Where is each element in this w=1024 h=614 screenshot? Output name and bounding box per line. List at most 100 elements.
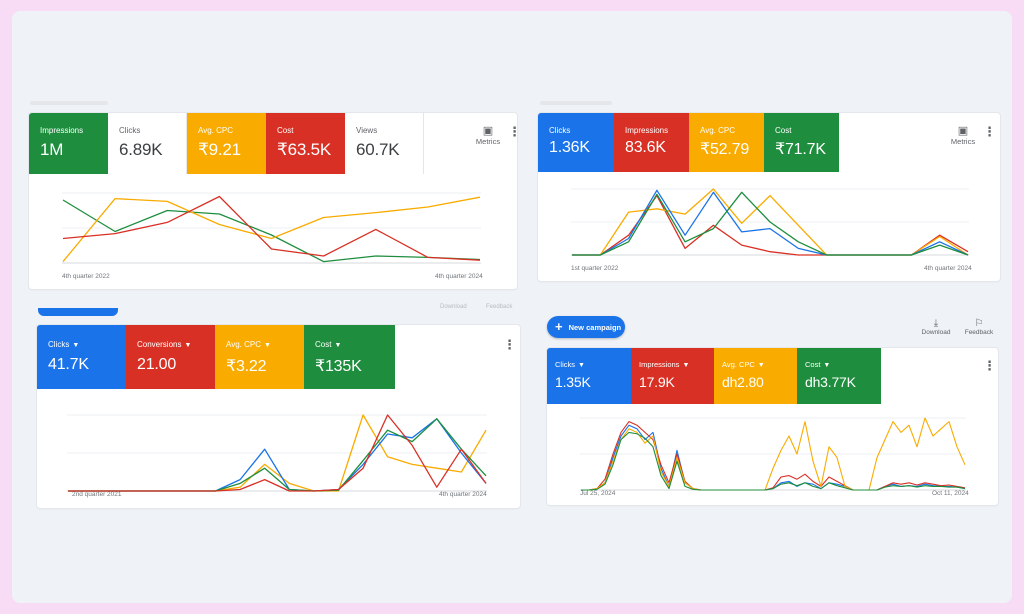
- metric-value: dh2.80: [722, 374, 764, 390]
- metric-tiles: Impressions 1M Clicks 6.89K Avg. CPC ₹9.…: [29, 113, 424, 174]
- card-top-right: Clicks 1.36K Impressions 83.6K Avg. CPC …: [538, 113, 1000, 281]
- x-axis-end-label: 4th quarter 2024: [435, 273, 483, 280]
- metric-tile-clicks[interactable]: Clicks ▼ 41.7K: [37, 325, 126, 389]
- feedback-label: Feedback: [964, 329, 994, 336]
- series-line-conversions: [68, 414, 487, 492]
- metric-tile-avg-cpc[interactable]: Avg. CPC ₹9.21: [187, 113, 266, 174]
- series-line-clicks: [68, 418, 487, 492]
- feedback-icon: ⚐: [974, 318, 984, 329]
- metric-value: 1M: [40, 140, 64, 159]
- metric-label: Avg. CPC ▼: [722, 360, 765, 369]
- dropdown-caret-icon: ▼: [263, 342, 271, 349]
- new-campaign-label: New campaign: [568, 322, 622, 332]
- series-line-cost: [581, 431, 966, 491]
- download-icon: ⤓: [933, 318, 939, 329]
- dropdown-caret-icon: ▼: [72, 342, 80, 349]
- app-frame: Impressions 1M Clicks 6.89K Avg. CPC ₹9.…: [12, 11, 1012, 603]
- faded-tab: [30, 101, 108, 105]
- metric-label: Cost ▼: [805, 360, 831, 369]
- series-line-impressions: [572, 194, 969, 256]
- metric-value: ₹9.21: [198, 140, 241, 159]
- metric-tile-cost[interactable]: Cost ₹71.7K: [764, 113, 839, 172]
- series-line-impressions: [581, 421, 966, 491]
- series-line-cost: [572, 191, 969, 256]
- metric-value: ₹63.5K: [277, 140, 332, 159]
- metric-value: 41.7K: [48, 356, 89, 373]
- download-label: Download: [921, 329, 951, 336]
- line-chart: [62, 192, 481, 264]
- new-campaign-button-cut[interactable]: [38, 308, 118, 316]
- metric-tile-clicks[interactable]: Clicks 1.36K: [538, 113, 614, 172]
- line-chart: [580, 417, 966, 491]
- x-axis-end-label: 4th quarter 2024: [924, 265, 972, 272]
- x-axis-start-label: Jul 25, 2024: [580, 490, 616, 497]
- metric-value: ₹71.7K: [775, 141, 826, 158]
- metric-label: Clicks: [549, 126, 571, 135]
- plus-icon: +: [555, 319, 563, 334]
- metric-tile-clicks[interactable]: Clicks ▼ 1.35K: [547, 348, 631, 404]
- metric-tile-impressions[interactable]: Impressions 83.6K: [614, 113, 689, 172]
- metric-tile-clicks[interactable]: Clicks 6.89K: [108, 113, 187, 174]
- more-options-icon[interactable]: ⋮: [503, 337, 516, 352]
- series-line-avg-cpc: [581, 417, 966, 491]
- series-line-impressions: [62, 199, 481, 263]
- metrics-button[interactable]: ▣ Metrics: [950, 125, 976, 146]
- metric-value: 6.89K: [119, 140, 163, 159]
- metric-label: Impressions ▼: [639, 360, 690, 369]
- add-chart-icon: ▣: [957, 125, 969, 137]
- add-chart-icon: ▣: [482, 125, 494, 137]
- metric-label: Avg. CPC: [700, 126, 735, 135]
- x-axis-start-label: 4th quarter 2022: [62, 273, 110, 280]
- dropdown-caret-icon: ▼: [334, 342, 342, 349]
- metric-tile-cost[interactable]: Cost ▼ dh3.77K: [797, 348, 881, 404]
- more-options-icon[interactable]: ⋮: [983, 124, 996, 139]
- dropdown-caret-icon: ▼: [757, 362, 765, 369]
- metric-label: Impressions: [625, 126, 669, 135]
- metric-label: Avg. CPC ▼: [226, 340, 271, 349]
- more-options-icon[interactable]: ⋮: [508, 124, 517, 139]
- metric-value: ₹3.22: [226, 358, 267, 375]
- dropdown-caret-icon: ▼: [823, 362, 831, 369]
- metric-tile-impressions[interactable]: Impressions ▼ 17.9K: [631, 348, 714, 404]
- card-top-left: Impressions 1M Clicks 6.89K Avg. CPC ₹9.…: [29, 113, 517, 289]
- download-button[interactable]: ⤓ Download: [919, 318, 953, 336]
- metric-tile-cost[interactable]: Cost ▼ ₹135K: [304, 325, 395, 389]
- dropdown-caret-icon: ▼: [578, 362, 585, 369]
- metric-value: 83.6K: [625, 139, 666, 156]
- metric-value: ₹52.79: [700, 141, 750, 158]
- dropdown-caret-icon: ▼: [184, 342, 192, 349]
- metric-tile-avg-cpc[interactable]: Avg. CPC ▼ dh2.80: [714, 348, 797, 404]
- metric-value: 21.00: [137, 356, 177, 373]
- series-line-avg-cpc: [62, 196, 481, 263]
- new-campaign-button[interactable]: + New campaign: [547, 316, 625, 338]
- metric-value: 1.35K: [555, 374, 591, 390]
- metric-tile-avg-cpc[interactable]: Avg. CPC ₹52.79: [689, 113, 764, 172]
- metric-tile-impressions[interactable]: Impressions 1M: [29, 113, 108, 174]
- metric-label: Impressions: [40, 126, 84, 135]
- metric-value: 17.9K: [639, 374, 675, 390]
- x-axis-end-label: 4th quarter 2024: [439, 491, 487, 498]
- metric-tile-views[interactable]: Views 60.7K: [345, 113, 424, 174]
- card-bottom-right: Clicks ▼ 1.35K Impressions ▼ 17.9K Avg. CP…: [547, 348, 998, 505]
- metric-tiles: Clicks 1.36K Impressions 83.6K Avg. CPC …: [538, 113, 839, 172]
- metric-value: dh3.77K: [805, 374, 856, 390]
- feedback-button[interactable]: ⚐ Feedback: [962, 318, 996, 336]
- metric-value: 60.7K: [356, 140, 400, 159]
- metrics-label: Metrics: [475, 137, 501, 146]
- line-chart: [67, 414, 487, 492]
- faded-tab: [540, 101, 612, 105]
- series-line-cost: [62, 195, 481, 261]
- metric-value: 1.36K: [549, 139, 590, 156]
- x-axis-end-label: Oct 11, 2024: [932, 490, 969, 497]
- metric-tile-conversions[interactable]: Conversions ▼ 21.00: [126, 325, 215, 389]
- metrics-label: Metrics: [950, 137, 976, 146]
- metric-tile-avg-cpc[interactable]: Avg. CPC ▼ ₹3.22: [215, 325, 304, 389]
- metric-label: Cost: [775, 126, 792, 135]
- metric-value: ₹135K: [315, 358, 362, 375]
- metric-label: Conversions ▼: [137, 340, 192, 349]
- card-bottom-left: Clicks ▼ 41.7K Conversions ▼ 21.00 Avg. CP…: [37, 325, 520, 508]
- more-options-icon[interactable]: ⋮: [983, 358, 996, 373]
- metrics-button[interactable]: ▣ Metrics: [475, 125, 501, 146]
- metric-tile-cost[interactable]: Cost ₹63.5K: [266, 113, 345, 174]
- x-axis-start-label: 1st quarter 2022: [571, 265, 619, 272]
